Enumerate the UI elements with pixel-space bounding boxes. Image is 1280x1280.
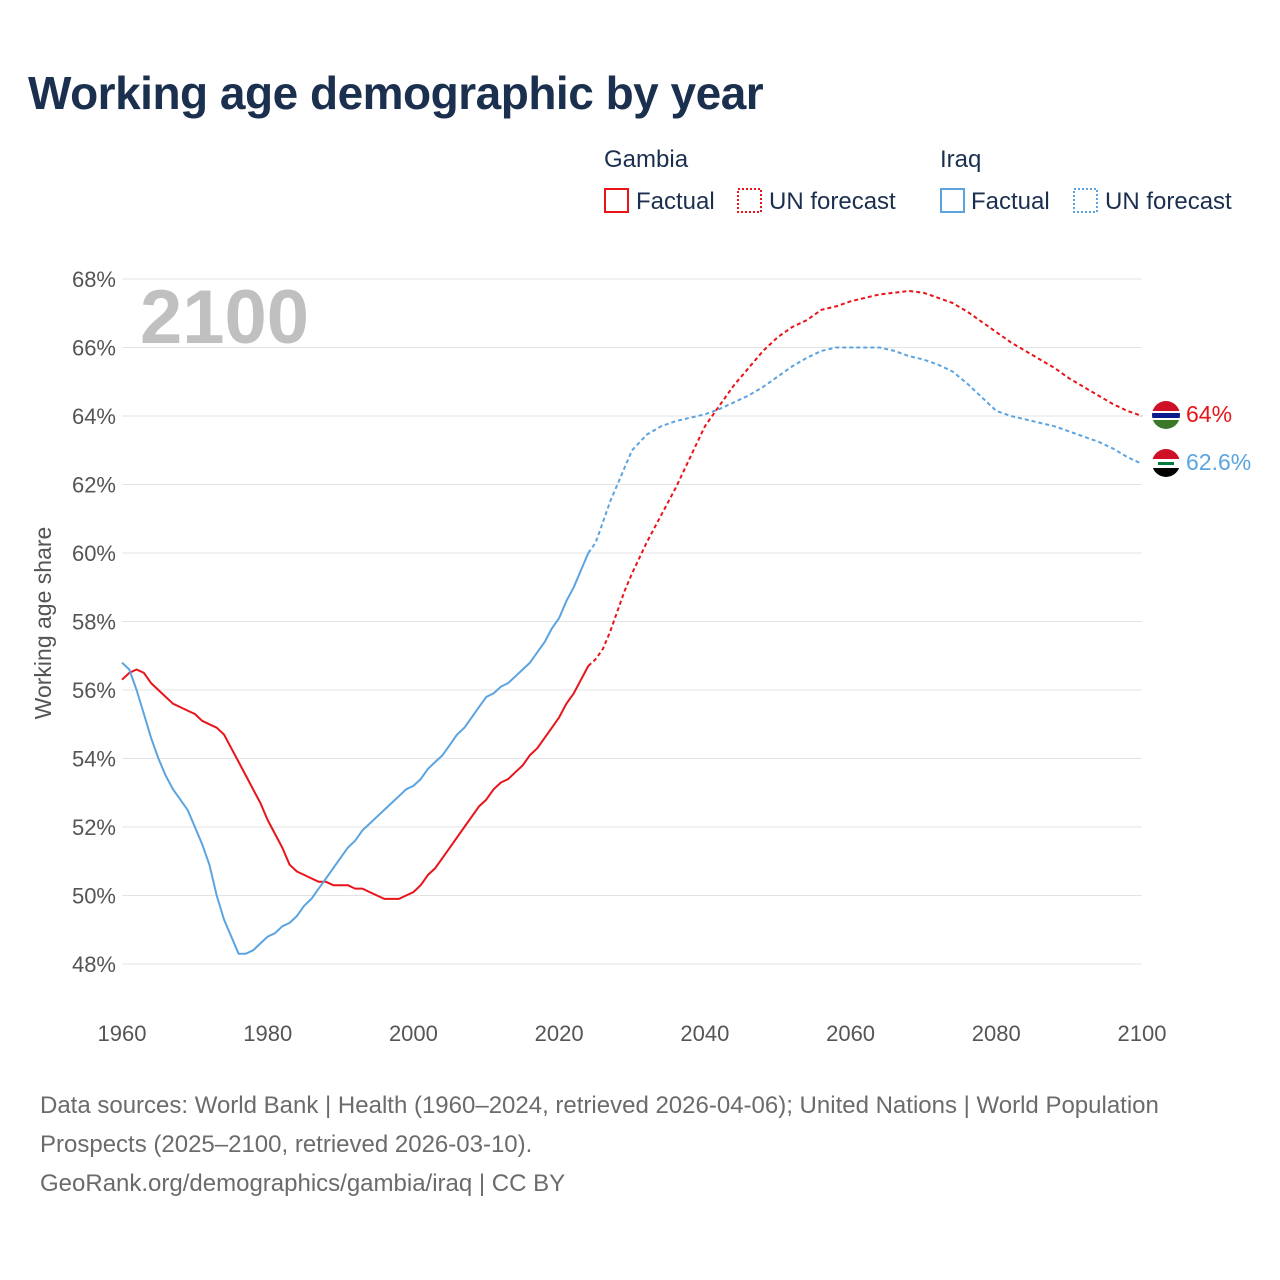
- y-tick-label: 60%: [72, 541, 116, 566]
- iraq-factual-line[interactable]: [121, 552, 590, 955]
- legend-gambia-factual-swatch[interactable]: [604, 188, 629, 213]
- grid-lines: [122, 278, 1142, 965]
- iraq-end-label: 62.6%: [1186, 449, 1251, 475]
- x-tick-label: 2080: [972, 1021, 1021, 1046]
- y-tick-label: 58%: [72, 610, 116, 635]
- y-tick-label: 48%: [72, 952, 116, 977]
- legend-iraq-forecast-label[interactable]: UN forecast: [1105, 188, 1232, 215]
- x-tick-label: 1960: [98, 1021, 147, 1046]
- x-tick-label: 2040: [680, 1021, 729, 1046]
- y-tick-label: 64%: [72, 404, 116, 429]
- x-axis-ticks: 1960 1980 2000 2020 2040 2060 2080 2100: [98, 1021, 1167, 1046]
- sources-text: Data sources: World Bank | Health (1960–…: [40, 1092, 1159, 1158]
- y-tick-label: 50%: [72, 884, 116, 909]
- gambia-factual-line[interactable]: [121, 665, 590, 900]
- series-lines: [121, 290, 1143, 955]
- legend-iraq-forecast-swatch[interactable]: [1073, 188, 1098, 213]
- legend-group-gambia: Gambia: [604, 146, 689, 173]
- y-axis-label: Working age share: [30, 527, 56, 720]
- y-tick-label: 66%: [72, 336, 116, 361]
- gambia-end-label: 64%: [1186, 401, 1232, 427]
- y-tick-label: 54%: [72, 747, 116, 772]
- x-tick-label: 2000: [389, 1021, 438, 1046]
- year-overlay: 2100: [140, 275, 309, 360]
- legend-gambia-forecast-label[interactable]: UN forecast: [769, 188, 896, 215]
- legend: Gambia Factual UN forecast Iraq Factual …: [604, 146, 1232, 215]
- attribution-link[interactable]: GeoRank.org/demographics/gambia/iraq | C…: [40, 1170, 566, 1197]
- gambia-flag: [1152, 401, 1180, 429]
- gambia-forecast-line[interactable]: [587, 290, 1143, 667]
- y-tick-label: 52%: [72, 815, 116, 840]
- line-chart: Gambia Factual UN forecast Iraq Factual …: [30, 146, 1251, 1046]
- iraq-flag: [1152, 449, 1180, 477]
- x-tick-label: 1980: [243, 1021, 292, 1046]
- y-tick-label: 68%: [72, 267, 116, 292]
- chart-title: Working age demographic by year: [28, 67, 764, 119]
- legend-gambia-forecast-swatch[interactable]: [737, 188, 762, 213]
- y-tick-label: 56%: [72, 678, 116, 703]
- iraq-forecast-line[interactable]: [587, 346, 1143, 554]
- y-tick-label: 62%: [72, 473, 116, 498]
- legend-iraq-factual-label[interactable]: Factual: [971, 188, 1050, 215]
- x-tick-label: 2100: [1118, 1021, 1167, 1046]
- x-tick-label: 2060: [826, 1021, 875, 1046]
- x-tick-label: 2020: [535, 1021, 584, 1046]
- y-axis-ticks: 48% 50% 52% 54% 56% 58% 60% 62% 64% 66% 68%: [72, 267, 116, 977]
- legend-group-iraq: Iraq: [940, 146, 981, 173]
- data-sources-footer: Data sources: World Bank | Health (1960–…: [40, 1086, 1230, 1203]
- legend-gambia-factual-label[interactable]: Factual: [636, 188, 715, 215]
- legend-iraq-factual-swatch[interactable]: [940, 188, 965, 213]
